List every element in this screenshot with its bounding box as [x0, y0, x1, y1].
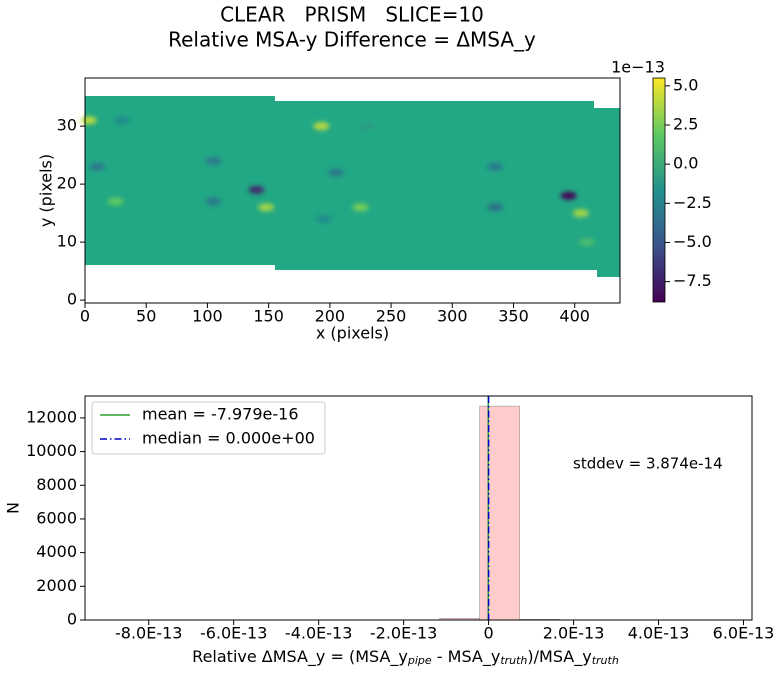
legend-label: mean = -7.979e-16 [142, 405, 299, 424]
spot [89, 162, 106, 171]
spot [578, 238, 595, 247]
image-footprint [85, 96, 620, 277]
x-tick-label: 250 [376, 307, 407, 326]
spot [352, 203, 369, 212]
x-tick-label: 350 [498, 307, 529, 326]
label-subscript: pipe [407, 654, 432, 667]
colorbar-tick-label: 5.0 [673, 75, 698, 94]
colorbar-tick-label: −5.0 [673, 232, 712, 251]
label-part: Relative ΔMSA_y = (MSA_y [192, 647, 408, 667]
y-tick-label: 8000 [36, 475, 77, 494]
axes-frame [84, 77, 621, 304]
x-tick-label: 200 [315, 307, 346, 326]
y-tick-label: 12000 [26, 407, 77, 426]
colorbar-tick-label: −7.5 [673, 271, 712, 290]
x-tick-label: 150 [253, 307, 284, 326]
x-tick-label: -8.0E-13 [115, 624, 182, 643]
x-tick-label: 0 [484, 624, 494, 643]
x-tick-label: 0 [80, 307, 90, 326]
spot [107, 197, 124, 206]
x-tick-label: 2.0E-13 [543, 624, 605, 643]
x-tick-label: -2.0E-13 [370, 624, 437, 643]
histogram-bar [479, 405, 520, 621]
label-subscript: truth [500, 654, 527, 667]
spot [487, 162, 504, 171]
spot [205, 197, 222, 206]
spot [572, 209, 589, 218]
spot [80, 116, 97, 125]
y-tick-label: 30 [57, 116, 77, 135]
x-tick-label: 300 [437, 307, 468, 326]
x-tick-label: -4.0E-13 [285, 624, 352, 643]
colorbar-tick-label: 0.0 [673, 154, 698, 173]
chart-subtitle: Relative MSA-y Difference = ΔMSA_y [168, 28, 536, 52]
label-part: - MSA_y [432, 647, 501, 667]
label-subscript: truth [592, 654, 619, 667]
spot [487, 203, 504, 212]
y-tick-label: 6000 [36, 508, 77, 527]
spot [113, 116, 130, 125]
axes-frame [84, 395, 753, 621]
x-tick-label: -6.0E-13 [200, 624, 267, 643]
annotation: stddev = 3.874e-14 [573, 455, 723, 473]
spot [327, 168, 344, 177]
colorbar-tick-label: 2.5 [673, 114, 698, 133]
spot [205, 156, 222, 165]
y-tick-label: 0 [67, 290, 77, 309]
y-tick-label: 10000 [26, 441, 77, 460]
colorbar [652, 77, 666, 303]
x-axis-label: Relative ΔMSA_y = (MSA_ypipe - MSA_ytrut… [192, 647, 619, 668]
x-tick-label: 50 [136, 307, 156, 326]
x-tick-label: 6.0E-13 [713, 624, 775, 643]
x-tick-label: 100 [192, 307, 223, 326]
y-axis-label: y (pixels) [37, 154, 56, 227]
x-axis-label: x (pixels) [316, 324, 389, 343]
spot-layer [80, 116, 595, 247]
legend-box [91, 401, 326, 455]
x-tick-label: 400 [559, 307, 590, 326]
spot [258, 203, 275, 212]
spot [560, 191, 577, 200]
spot [315, 214, 332, 223]
colorbar-tick-label: −2.5 [673, 193, 712, 212]
spot [248, 185, 265, 194]
y-tick-label: 0 [67, 610, 77, 629]
y-tick-label: 20 [57, 174, 77, 193]
y-tick-label: 2000 [36, 576, 77, 595]
spot [358, 122, 375, 131]
spot [313, 122, 330, 131]
chart-title: CLEAR PRISM SLICE=10 [220, 3, 484, 27]
x-tick-label: 4.0E-13 [628, 624, 690, 643]
legend-label: median = 0.000e+00 [142, 429, 315, 448]
label-part: )/MSA_y [527, 647, 591, 667]
y-tick-label: 4000 [36, 542, 77, 561]
colorbar-offset: 1e−13 [611, 58, 665, 77]
y-axis-label: N [4, 502, 23, 514]
y-tick-label: 10 [57, 232, 77, 251]
